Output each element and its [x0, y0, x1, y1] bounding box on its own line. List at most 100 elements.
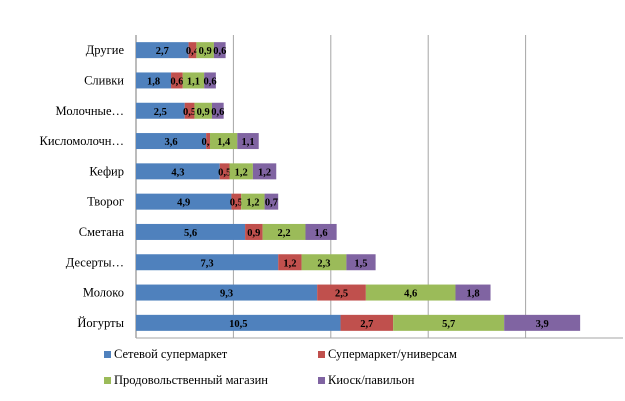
category-label: Десерты… — [66, 255, 124, 269]
bar-segment — [211, 102, 224, 119]
legend-swatch — [104, 377, 111, 384]
data-label: 1,2 — [283, 258, 296, 269]
bar-segment — [340, 314, 394, 331]
bar-segment — [196, 42, 214, 59]
bar-segment — [136, 163, 220, 180]
data-label: 7,3 — [201, 258, 214, 269]
data-label: 0,6 — [203, 76, 216, 87]
data-label: 0,6 — [211, 107, 224, 118]
data-label: 9,3 — [220, 289, 233, 300]
category-label: Другие — [86, 43, 125, 57]
bar-segment — [241, 193, 265, 210]
data-label: 2,3 — [317, 258, 330, 269]
bar-segment — [136, 193, 232, 210]
data-label: 4,6 — [404, 289, 417, 300]
bar-segment — [136, 42, 189, 59]
bar-segment — [136, 133, 207, 150]
bar-segment — [504, 314, 581, 331]
category-label: Молочные… — [56, 104, 124, 118]
bar-segment — [231, 193, 242, 210]
bar-segment — [171, 72, 183, 89]
data-label: 10,5 — [229, 319, 247, 330]
data-label: 1,2 — [246, 198, 259, 209]
data-label: 0,7 — [265, 198, 278, 209]
legend-swatch — [318, 377, 325, 384]
bar-segment — [204, 72, 216, 89]
data-label: 1,2 — [258, 167, 271, 178]
bar-segment — [252, 163, 277, 180]
data-label: 0,4 — [186, 46, 200, 57]
data-label: 0,9 — [199, 46, 212, 57]
data-label: 2,5 — [154, 107, 167, 118]
category-label: Сливки — [84, 73, 124, 87]
data-label: 3,6 — [165, 137, 178, 148]
bar-segment — [301, 254, 347, 271]
data-label: 0,6 — [213, 46, 226, 57]
data-label: 1,8 — [466, 289, 479, 300]
bar-segment — [188, 42, 197, 59]
bar-segment — [393, 314, 505, 331]
data-label: 2,5 — [335, 289, 348, 300]
data-label: 1,1 — [187, 76, 200, 87]
legend-swatch — [318, 351, 325, 358]
data-label: 1,4 — [217, 137, 231, 148]
data-label: 3,9 — [536, 319, 549, 330]
bar-segment — [237, 133, 259, 150]
data-label: 0,9 — [197, 107, 210, 118]
bar-segment — [136, 102, 185, 119]
bar-segment — [245, 223, 263, 240]
data-label: 0,5 — [183, 107, 196, 118]
data-label: 1,2 — [235, 167, 248, 178]
data-label: 0,5 — [230, 198, 243, 209]
data-label: 2,7 — [156, 46, 169, 57]
category-label: Творог — [87, 195, 124, 209]
bar-segment — [210, 133, 238, 150]
data-label: 5,6 — [184, 228, 197, 239]
bar-segment — [317, 284, 366, 301]
bar-segment — [262, 223, 306, 240]
data-label: 1,5 — [354, 258, 367, 269]
data-label: 0,6 — [170, 76, 183, 87]
bar-segment — [136, 254, 279, 271]
data-label: 2,7 — [360, 319, 373, 330]
bar-segment — [219, 163, 230, 180]
data-label: 0,9 — [247, 228, 260, 239]
data-label: 1,8 — [147, 76, 160, 87]
bar-segment — [305, 223, 337, 240]
bar-segment — [206, 133, 211, 150]
bar-segment — [194, 102, 212, 119]
bar-segment — [229, 163, 253, 180]
bar-segment — [136, 284, 318, 301]
legend-label: Супермаркет/универсам — [328, 347, 457, 361]
legend-label: Продовольственный магазин — [114, 373, 268, 387]
bar-segment — [184, 102, 195, 119]
category-label: Кисломолочн… — [40, 134, 124, 148]
legend-label: Сетевой супермаркет — [114, 347, 228, 361]
bar-segment — [213, 42, 226, 59]
category-label: Молоко — [83, 286, 124, 300]
category-label: Сметана — [79, 225, 125, 239]
bar-segment — [278, 254, 302, 271]
data-label: 4,9 — [177, 198, 190, 209]
bar-segment — [264, 193, 279, 210]
legend-swatch — [104, 351, 111, 358]
category-label: Кефир — [89, 164, 124, 178]
bar-segment — [182, 72, 205, 89]
data-label: 1,1 — [241, 137, 254, 148]
bar-segment — [136, 223, 246, 240]
bar-segment — [136, 314, 341, 331]
bar-segment — [365, 284, 456, 301]
data-label: 4,3 — [171, 167, 184, 178]
bar-segment — [136, 72, 172, 89]
data-label: 1,6 — [314, 228, 327, 239]
data-label: 0,5 — [218, 167, 231, 178]
bar-segment — [455, 284, 491, 301]
data-label: 0,2 — [202, 137, 215, 148]
data-label: 2,2 — [277, 228, 290, 239]
category-label: Йогурты — [77, 316, 124, 330]
data-label: 5,7 — [442, 319, 455, 330]
bar-segment — [346, 254, 376, 271]
legend-label: Киоск/павильон — [328, 373, 415, 387]
